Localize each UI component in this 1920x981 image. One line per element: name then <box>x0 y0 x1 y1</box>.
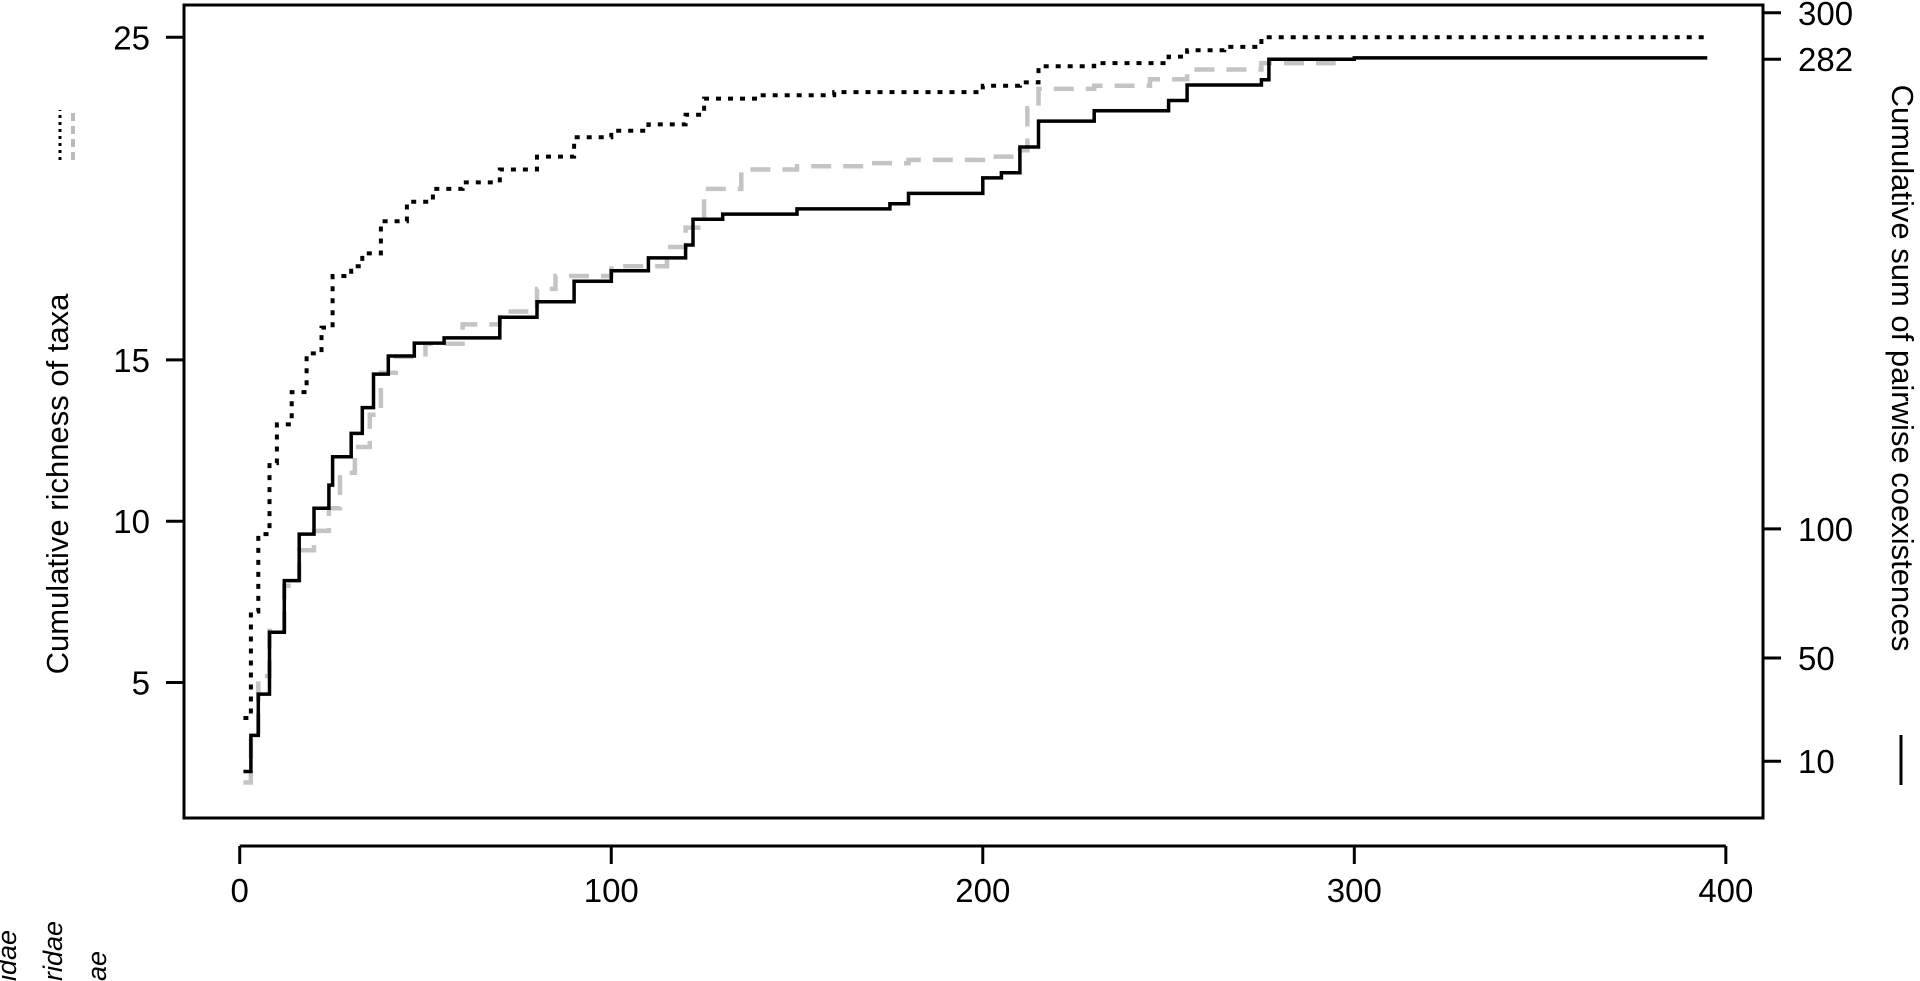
clipped-side-text: idae ridae ae <box>0 921 112 981</box>
series-line-solid <box>243 56 1708 774</box>
series-line-dashed <box>243 60 1336 785</box>
series-layer <box>243 35 1708 785</box>
y-left-axis: 5 10 15 25 <box>113 19 186 702</box>
y-right-tick-label: 282 <box>1798 41 1853 78</box>
clipped-text-2: ridae <box>38 921 68 981</box>
clipped-text-3: ae <box>82 951 112 981</box>
plot-frame <box>182 3 1765 820</box>
y-left-tick-label: 5 <box>132 665 150 702</box>
x-tick-label: 400 <box>1698 872 1753 909</box>
x-axis: 0 100 200 300 400 <box>231 844 1753 909</box>
y-left-legend-marks <box>58 110 75 160</box>
y-right-axis-title: Cumulative sum of pairwise coexistences <box>1885 85 1920 652</box>
x-tick-label: 300 <box>1327 872 1382 909</box>
y-right-tick-label: 100 <box>1798 511 1853 548</box>
y-left-axis-title: Cumulative richness of taxa <box>40 293 75 675</box>
x-tick-label: 100 <box>584 872 639 909</box>
clipped-text-1: idae <box>0 930 22 981</box>
y-right-tick-label: 10 <box>1798 743 1835 780</box>
y-right-tick-label: 50 <box>1798 640 1835 677</box>
y-right-tick-label: 300 <box>1798 0 1853 32</box>
x-tick-label: 200 <box>955 872 1010 909</box>
y-left-tick-label: 10 <box>113 503 150 540</box>
y-left-tick-label: 15 <box>113 342 150 379</box>
x-tick-label: 0 <box>231 872 249 909</box>
series-line-dotted <box>243 35 1708 720</box>
y-left-tick-label: 25 <box>113 19 150 56</box>
plot-frame-group <box>182 3 1765 820</box>
y-right-axis: 10 50 100 282 300 <box>1761 0 1853 780</box>
